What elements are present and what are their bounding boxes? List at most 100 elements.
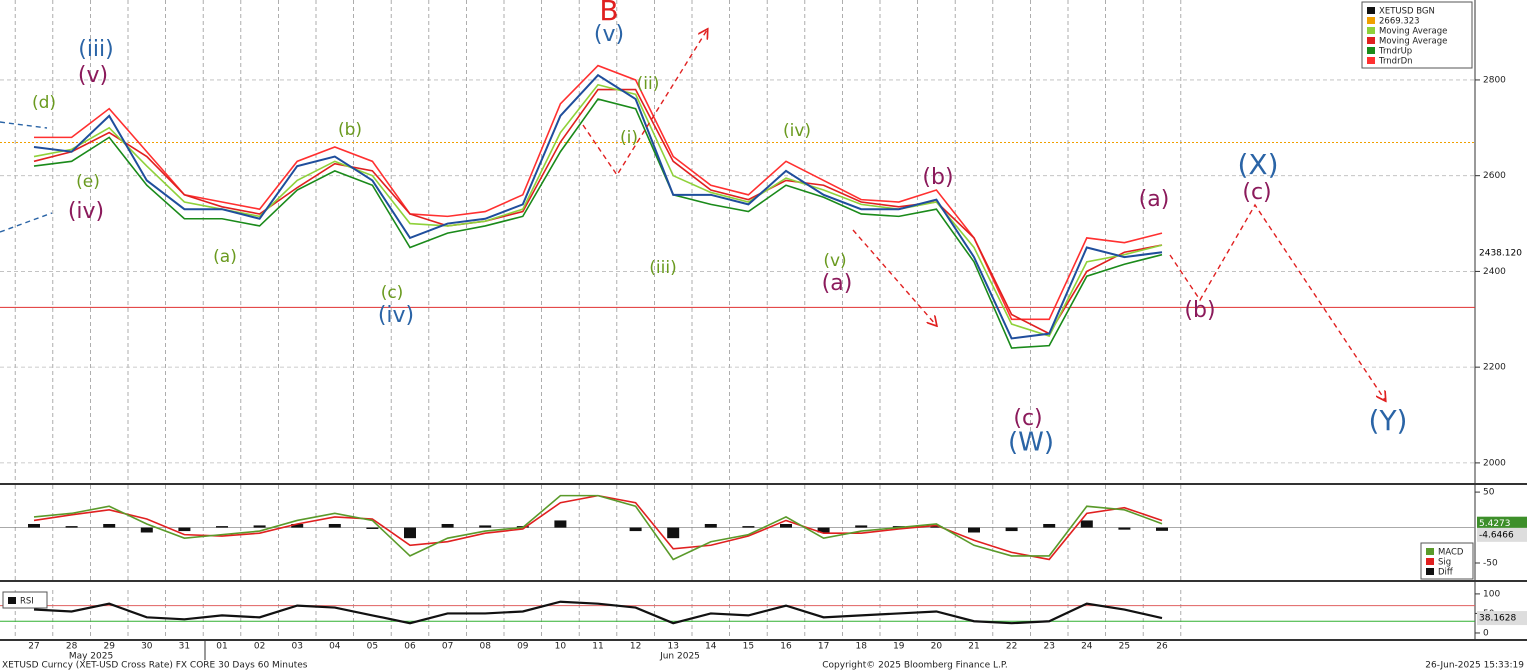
diff-bar xyxy=(479,525,492,528)
x-tick-label: 15 xyxy=(743,642,754,652)
wave-label: (a) xyxy=(213,247,237,267)
legend-label: TrndrUp xyxy=(1378,47,1412,57)
legend-swatch xyxy=(1367,37,1375,44)
footer-left: XETUSD Curncy (XET-USD Cross Rate) FX CO… xyxy=(2,661,308,671)
x-tick-label: 31 xyxy=(179,642,190,652)
legend-label: Moving Average xyxy=(1379,27,1447,37)
wave-label: (c) xyxy=(381,283,404,303)
legend-swatch xyxy=(1367,17,1375,24)
diff-bar xyxy=(667,527,680,539)
wave-label: (c) xyxy=(1242,180,1271,205)
x-tick-label: 26 xyxy=(1156,642,1168,652)
diff-bar xyxy=(441,523,454,528)
wave-label: (iv) xyxy=(378,303,414,328)
x-tick-label: 22 xyxy=(1006,642,1017,652)
diff-bar xyxy=(554,520,567,528)
legend-label: Diff xyxy=(1438,568,1454,578)
diff-bar xyxy=(1005,527,1018,532)
projection-arrow xyxy=(1169,203,1385,400)
diff-bar xyxy=(817,527,830,533)
wave-label: (iii) xyxy=(649,258,676,278)
series-line xyxy=(33,73,1163,340)
y-tick-label: 2200 xyxy=(1483,363,1506,373)
wave-label: (ii) xyxy=(637,74,660,94)
diff-bar xyxy=(704,523,717,528)
x-tick-label: 01 xyxy=(216,642,227,652)
legend-swatch xyxy=(1426,558,1434,565)
projection-arrow xyxy=(582,30,707,177)
wave-label: (b) xyxy=(922,165,953,190)
y-tick-label: 2400 xyxy=(1483,267,1506,277)
x-tick-label: 27 xyxy=(28,642,39,652)
wave-label: (b) xyxy=(338,120,362,140)
wave-label: (b) xyxy=(1184,298,1215,323)
legend-swatch xyxy=(1426,548,1434,555)
diff-bar xyxy=(968,527,980,533)
x-tick-label: 04 xyxy=(329,642,341,652)
diff-bar xyxy=(103,523,116,528)
y-tick-label: 2800 xyxy=(1483,75,1506,85)
value-box xyxy=(1477,516,1527,531)
legend-swatch xyxy=(1367,27,1375,34)
diff-bar xyxy=(855,525,868,528)
x-tick-label: 16 xyxy=(780,642,792,652)
x-tick-label: 09 xyxy=(517,642,529,652)
month-label: Jun 2025 xyxy=(659,652,700,662)
x-tick-label: 02 xyxy=(254,642,265,652)
x-tick-label: 18 xyxy=(855,642,867,652)
diff-bar xyxy=(930,526,943,528)
channel-line xyxy=(0,121,48,129)
x-tick-label: 07 xyxy=(442,642,453,652)
wave-label: (d) xyxy=(32,93,56,113)
diff-bar xyxy=(140,527,153,533)
legend-label: XETUSD BGN xyxy=(1379,7,1435,17)
wave-label: (i) xyxy=(620,128,638,148)
y-tick-label: 2600 xyxy=(1483,171,1506,181)
legend-label: TrndrDn xyxy=(1378,57,1413,67)
wave-label: (iv) xyxy=(783,121,811,141)
month-label: May 2025 xyxy=(69,652,113,662)
x-tick-label: 08 xyxy=(479,642,491,652)
wave-label: (v) xyxy=(823,251,846,271)
y-tick-label: 100 xyxy=(1483,589,1500,599)
x-tick-label: 28 xyxy=(66,642,78,652)
wave-label: (a) xyxy=(822,271,853,296)
legend-label: Moving Average xyxy=(1379,37,1447,47)
diff-bar xyxy=(629,527,642,532)
legend-swatch xyxy=(1367,47,1375,54)
diff-bar xyxy=(1118,527,1131,530)
diff-bar xyxy=(404,527,416,539)
x-tick-label: 29 xyxy=(103,642,115,652)
wave-label: (X) xyxy=(1237,148,1278,181)
x-tick-label: 19 xyxy=(893,642,905,652)
series-line xyxy=(33,494,1163,561)
y-tick-label: 50 xyxy=(1483,488,1495,498)
diff-bar xyxy=(253,525,266,528)
wave-label: (iii) xyxy=(78,37,114,62)
x-tick-label: 05 xyxy=(367,642,378,652)
wave-label: (Y) xyxy=(1369,404,1408,437)
wave-label: (v) xyxy=(78,63,108,88)
diff-bar xyxy=(216,526,228,528)
legend-label: Sig xyxy=(1438,558,1451,568)
diff-bar xyxy=(1156,527,1168,531)
value-box-label: 5.4273 xyxy=(1479,519,1511,529)
x-tick-label: 24 xyxy=(1081,642,1093,652)
diff-bar xyxy=(28,523,40,528)
wave-label: (iv) xyxy=(68,199,104,224)
diff-bar xyxy=(178,527,191,532)
legend-swatch xyxy=(1367,57,1375,64)
series-line xyxy=(33,98,1163,349)
legend-label: 2669.323 xyxy=(1379,17,1420,27)
footer-center: Copyright© 2025 Bloomberg Finance L.P. xyxy=(822,661,1007,671)
projection-arrow xyxy=(852,229,936,325)
x-tick-label: 14 xyxy=(705,642,717,652)
diff-bar xyxy=(1043,523,1056,528)
wave-label: (v) xyxy=(594,22,624,47)
x-tick-label: 13 xyxy=(667,642,678,652)
legend-swatch xyxy=(8,597,16,604)
y-tick-label: 0 xyxy=(1483,628,1489,638)
legend-box xyxy=(1361,1,1473,69)
